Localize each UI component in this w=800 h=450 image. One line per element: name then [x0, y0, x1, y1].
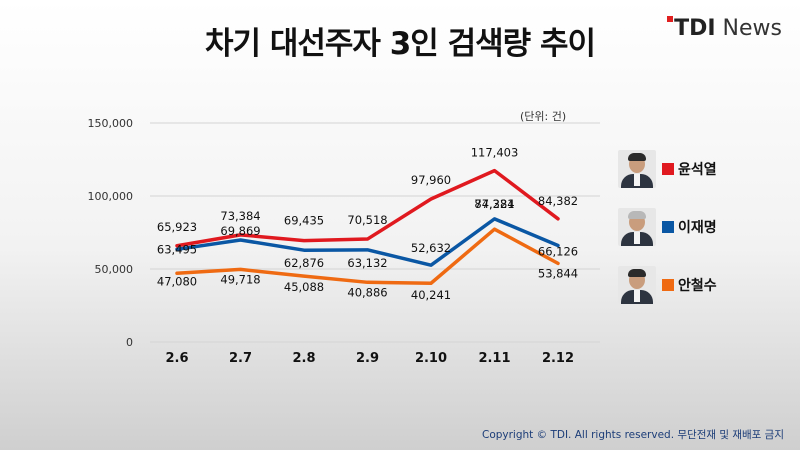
data-label: 77,284: [474, 197, 514, 211]
portrait-photo-icon: [618, 266, 656, 304]
copyright-footer: Copyright © TDI. All rights reserved. 무단…: [481, 429, 784, 441]
data-label: 62,876: [284, 256, 324, 270]
page-title: 차기 대선주자 3인 검색량 추이: [205, 26, 596, 62]
data-label: 53,844: [538, 266, 578, 280]
legend-swatch-blue: [662, 221, 674, 233]
brand-mark-icon: [667, 16, 674, 22]
brand-tdi: TDI: [674, 16, 716, 41]
y-tick-label: 50,000: [95, 263, 134, 276]
y-tick-label: 0: [126, 336, 133, 349]
x-tick-label: 2.11: [478, 351, 510, 366]
legend-label: 윤석열: [678, 162, 717, 178]
data-label: 69,435: [284, 214, 324, 228]
data-label: 69,869: [220, 224, 260, 238]
portrait-photo-icon: [618, 150, 656, 188]
legend-item-yoon: 윤석열: [618, 150, 717, 188]
data-label: 63,495: [157, 242, 197, 256]
x-tick-label: 2.7: [229, 351, 252, 366]
data-label: 66,126: [538, 244, 578, 258]
data-label: 65,923: [157, 220, 197, 234]
legend-label: 이재명: [678, 220, 717, 236]
series-line: [175, 217, 560, 267]
x-tick-label: 2.8: [292, 351, 315, 366]
x-tick-label: 2.6: [165, 351, 188, 366]
y-tick-label: 150,000: [88, 117, 134, 130]
x-tick-label: 2.12: [542, 351, 574, 366]
data-label: 70,518: [347, 213, 387, 227]
data-label: 52,632: [411, 241, 451, 255]
legend-item-ahn: 안철수: [618, 266, 717, 304]
brand-logo: TDI News: [667, 16, 782, 41]
data-label: 40,241: [411, 288, 451, 302]
brand-news: News: [722, 16, 782, 41]
data-label: 97,960: [411, 173, 451, 187]
data-label: 49,718: [220, 272, 260, 286]
unit-note: (단위: 건): [520, 110, 567, 123]
x-tick-label: 2.10: [415, 351, 447, 366]
data-label: 47,080: [157, 274, 197, 288]
y-tick-label: 100,000: [88, 190, 134, 203]
data-label: 73,384: [220, 209, 260, 223]
legend-swatch-red: [662, 163, 674, 175]
data-label: 84,321: [474, 197, 514, 211]
legend-swatch-orange: [662, 279, 674, 291]
portrait-photo-icon: [618, 208, 656, 246]
data-label: 117,403: [471, 146, 519, 160]
data-label: 63,132: [347, 256, 387, 270]
series-line: [175, 227, 560, 285]
data-label: 40,886: [347, 285, 387, 299]
data-label: 45,088: [284, 280, 324, 294]
legend-label: 안철수: [678, 278, 717, 294]
data-label: 84,382: [538, 194, 578, 208]
series-line: [175, 168, 560, 248]
legend-item-lee: 이재명: [618, 208, 717, 246]
x-tick-label: 2.9: [356, 351, 379, 366]
chart-legend: 윤석열 이재명 안철수: [618, 150, 798, 310]
